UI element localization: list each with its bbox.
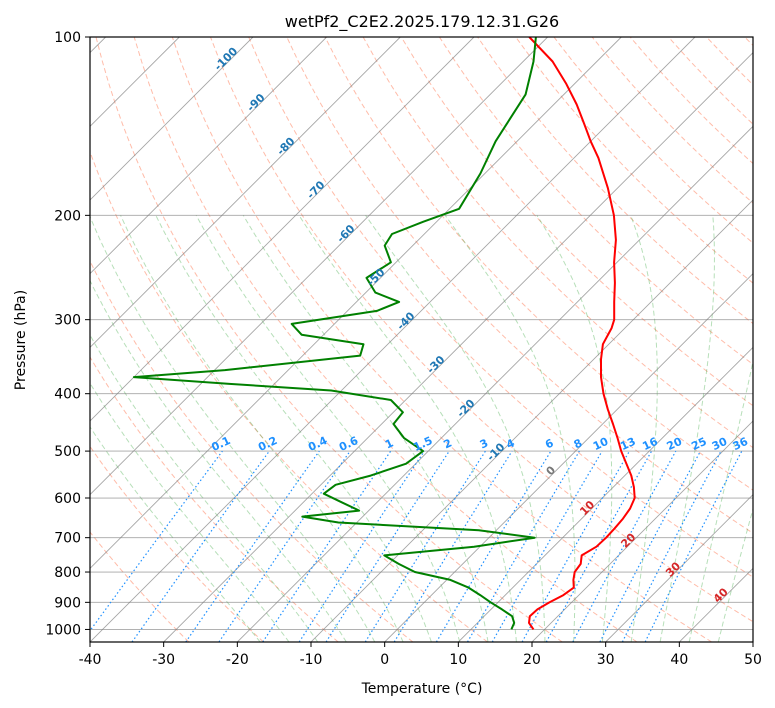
dry-adiabat — [515, 37, 753, 284]
moist-adiabat — [155, 215, 432, 642]
mixing-ratio-line — [325, 450, 450, 642]
isotherm-line — [90, 37, 548, 496]
dry-adiabat — [324, 37, 753, 491]
isotherm-line — [90, 37, 327, 275]
x-tick-label: 20 — [523, 652, 541, 668]
x-axis-label: Temperature (°C) — [361, 681, 483, 697]
mixing-ratio-label: 10 — [591, 435, 611, 453]
dry-adiabat — [248, 37, 753, 578]
y-tick-label: 900 — [54, 595, 81, 611]
mixing-ratio-label: 30 — [710, 435, 730, 453]
dry-adiabat — [171, 37, 712, 642]
isotherm-line — [605, 494, 753, 642]
x-tick-label: 0 — [380, 652, 389, 668]
y-tick-label: 100 — [54, 30, 81, 46]
x-tick-label: 50 — [744, 652, 762, 668]
isotherm-line — [310, 199, 753, 642]
y-axis: 100 200 300 400 500 600 700 800 900 1000 — [45, 30, 90, 638]
mixing-ratio-label: 16 — [640, 435, 660, 453]
dry-adiabat — [90, 150, 488, 642]
mixing-ratio-line — [393, 450, 513, 642]
temperature-line — [528, 37, 636, 630]
moist-adiabat — [195, 215, 461, 642]
y-tick-label: 1000 — [45, 622, 81, 638]
moist-adiabat — [120, 215, 404, 642]
dry-adiabat — [210, 37, 753, 623]
x-tick-label: 40 — [670, 652, 688, 668]
y-tick-label: 200 — [54, 208, 81, 224]
plot-frame — [89, 36, 754, 643]
mixing-ratio-line — [131, 450, 270, 642]
plot-area: 0.1 0.2 0.4 0.6 1 1.5 2 3 4 6 8 10 13 16 20 25 30 36-100-… — [90, 37, 753, 642]
y-tick-label: 700 — [54, 531, 81, 547]
dry-adiabat — [400, 37, 753, 407]
isotherm-line — [458, 346, 753, 642]
mixing-ratio-line — [572, 450, 677, 642]
mixing-ratio-label: 13 — [618, 435, 637, 453]
dry-adiabat — [133, 37, 638, 642]
y-axis-label: Pressure (hPa) — [13, 290, 29, 390]
moist-adiabat — [365, 215, 546, 642]
moist-adiabat — [90, 215, 376, 642]
x-tick-label: -30 — [152, 652, 175, 668]
x-axis: -40 -30 -20 -10 0 10 20 30 40 50 — [79, 642, 762, 668]
dewpoint-line — [132, 37, 537, 630]
chart-title: wetPf2_C2E2.2025.179.12.31.G26 — [285, 12, 559, 32]
dry-adiabat — [90, 356, 339, 642]
moist-adiabat — [90, 426, 261, 642]
isotherm-line — [90, 37, 475, 422]
mixing-ratio-line — [644, 450, 743, 642]
moist-adiabat — [242, 215, 489, 642]
isotherm-line — [90, 37, 696, 642]
dry-adiabat — [90, 445, 264, 642]
isotherm-line — [237, 125, 753, 642]
x-tick-label: 10 — [449, 652, 467, 668]
y-tick-label: 800 — [54, 565, 81, 581]
isotherm-line — [90, 37, 401, 348]
isotherm-line — [90, 37, 254, 201]
isotherm-line — [531, 420, 753, 642]
mixing-ratio-line — [262, 450, 392, 642]
dry-adiabat — [90, 531, 190, 642]
mixing-ratio-label: 20 — [665, 435, 685, 453]
x-tick-label: -40 — [79, 652, 102, 668]
moist-adiabat — [90, 334, 319, 642]
dry-adiabat — [95, 37, 563, 642]
moist-adiabat — [688, 359, 753, 642]
mixing-ratio-line — [218, 450, 351, 642]
y-tick-label: 600 — [54, 491, 81, 507]
x-tick-label: -10 — [300, 652, 323, 668]
isotherm-line — [384, 273, 753, 642]
mixing-ratio-label: 36 — [731, 435, 751, 453]
y-tick-label: 500 — [54, 444, 81, 460]
mixing-ratio-line — [545, 450, 653, 642]
x-tick-label: -20 — [226, 652, 249, 668]
moist-adiabat — [90, 382, 290, 642]
x-tick-label: 30 — [597, 652, 615, 668]
moist-adiabat — [298, 215, 517, 642]
isotherm-line — [90, 37, 622, 569]
mixing-ratio-line — [90, 450, 223, 632]
mixing-ratio-label: 25 — [689, 435, 708, 453]
isotherm-line — [163, 52, 753, 642]
y-tick-label: 400 — [54, 387, 81, 403]
moist-adiabat — [630, 215, 658, 642]
mixing-ratio-line — [298, 450, 425, 642]
mixing-ratio-line — [185, 450, 320, 642]
y-tick-label: 300 — [54, 313, 81, 329]
mixing-ratio-line — [521, 450, 631, 642]
dry-adiabat — [438, 37, 753, 366]
moist-adiabat — [536, 215, 613, 642]
moist-adiabat — [90, 279, 347, 642]
